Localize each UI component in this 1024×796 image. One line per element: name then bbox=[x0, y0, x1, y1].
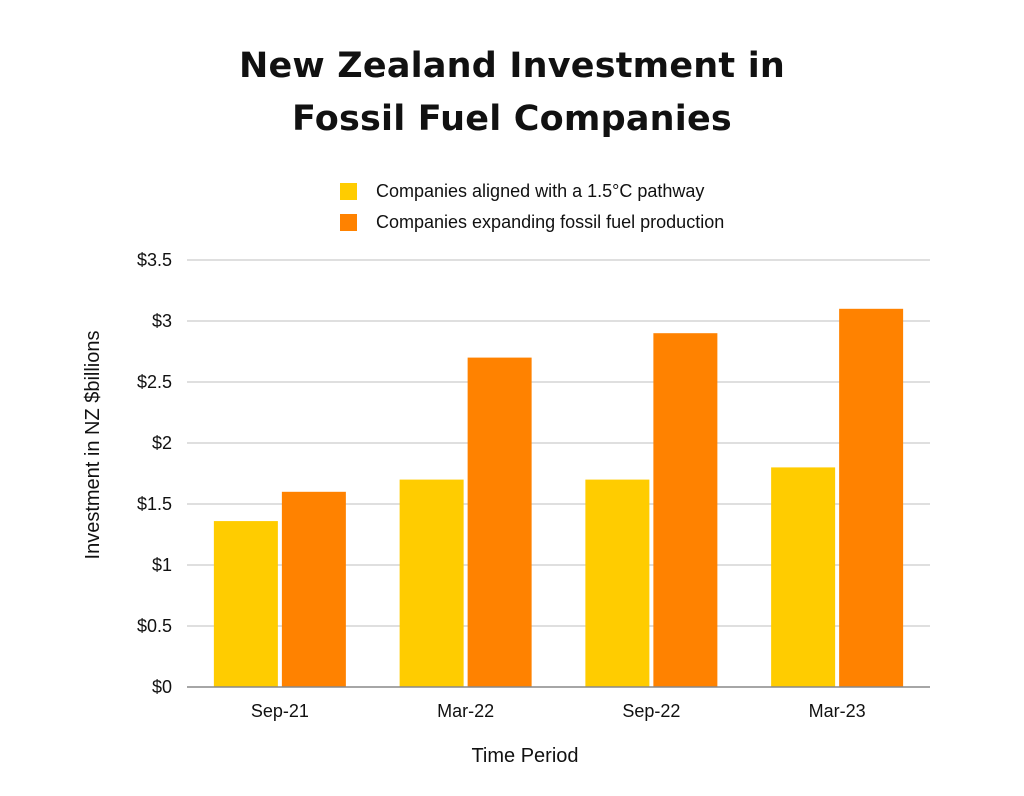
y-tick-label: $1.5 bbox=[137, 494, 172, 514]
bar-expanding-sep-21 bbox=[281, 491, 346, 687]
x-tick-label: Mar-23 bbox=[809, 701, 866, 721]
legend-item-expanding: Companies expanding fossil fuel producti… bbox=[340, 207, 724, 238]
y-tick-label: $0.5 bbox=[137, 616, 172, 636]
bar-expanding-mar-23 bbox=[839, 308, 904, 687]
bar-aligned-mar-22 bbox=[399, 479, 464, 687]
x-axis-title: Time Period bbox=[471, 745, 578, 767]
y-tick-label: $3 bbox=[152, 311, 172, 331]
x-tick-label: Sep-22 bbox=[622, 701, 680, 721]
legend-item-aligned: Companies aligned with a 1.5°C pathway bbox=[340, 176, 724, 207]
legend-label-aligned: Companies aligned with a 1.5°C pathway bbox=[376, 181, 705, 201]
bar-aligned-mar-23 bbox=[771, 467, 836, 687]
chart-title-line-1: New Zealand Investment in bbox=[238, 46, 786, 86]
y-axis-title: Investment in NZ $billions bbox=[82, 331, 104, 560]
legend-swatch-expanding bbox=[340, 214, 357, 231]
chart-title: New Zealand Investment in Fossil Fuel Co… bbox=[0, 40, 1024, 146]
chart-legend: Companies aligned with a 1.5°C pathway C… bbox=[340, 176, 724, 238]
bar-aligned-sep-22 bbox=[585, 479, 650, 687]
x-tick-label: Mar-22 bbox=[437, 701, 494, 721]
bar-expanding-sep-22 bbox=[653, 333, 718, 687]
y-tick-label: $2.5 bbox=[137, 372, 172, 392]
legend-label-expanding: Companies expanding fossil fuel producti… bbox=[376, 212, 725, 232]
y-tick-label: $3.5 bbox=[137, 250, 172, 270]
bar-aligned-sep-21 bbox=[213, 521, 278, 687]
y-tick-label: $1 bbox=[152, 555, 172, 575]
legend-swatch-aligned bbox=[340, 183, 357, 200]
bar-expanding-mar-22 bbox=[467, 357, 532, 687]
chart-title-line-2: Fossil Fuel Companies bbox=[292, 99, 732, 139]
y-tick-label: $0 bbox=[152, 677, 172, 697]
x-tick-label: Sep-21 bbox=[251, 701, 309, 721]
y-tick-label: $2 bbox=[152, 433, 172, 453]
